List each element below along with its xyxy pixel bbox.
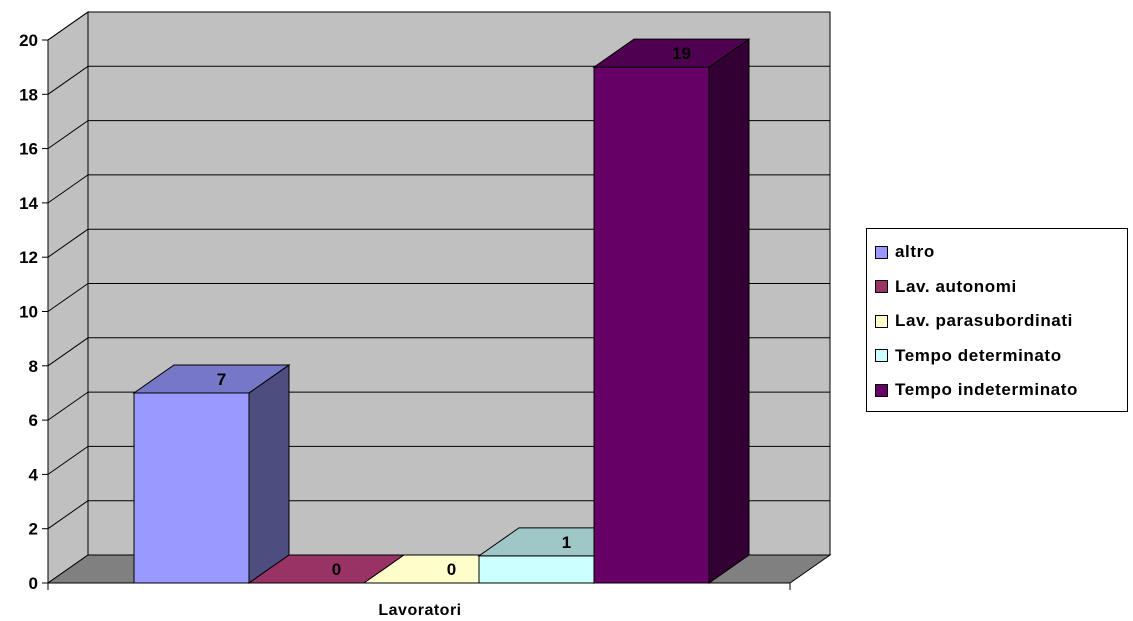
data-label: 19 bbox=[672, 44, 691, 63]
legend-label: altro bbox=[895, 242, 935, 262]
y-tick-label: 14 bbox=[19, 194, 38, 213]
bar-front bbox=[478, 555, 595, 584]
data-label: 0 bbox=[332, 560, 341, 579]
y-tick-label: 0 bbox=[29, 574, 38, 593]
gridline-side bbox=[47, 500, 89, 530]
gridline-side bbox=[47, 228, 89, 258]
bar-front bbox=[133, 392, 250, 584]
legend-swatch bbox=[875, 314, 888, 328]
legend-label: Lav. parasubordinati bbox=[895, 311, 1073, 331]
bar-side bbox=[708, 38, 750, 584]
legend-swatch bbox=[875, 383, 888, 397]
gridline-side bbox=[47, 174, 89, 204]
chart-data-labels: 7 0 0 1 19 bbox=[217, 44, 691, 579]
legend-item: Lav. autonomi bbox=[867, 270, 1127, 305]
legend-swatch bbox=[875, 280, 888, 294]
y-tick-label: 18 bbox=[19, 85, 38, 104]
gridline-side bbox=[47, 337, 89, 367]
legend-label: Tempo determinato bbox=[895, 345, 1062, 365]
gridline-side bbox=[47, 283, 89, 312]
y-tick-label: 2 bbox=[29, 520, 38, 539]
legend-swatch bbox=[875, 245, 888, 259]
y-tick-label: 12 bbox=[19, 248, 38, 267]
bar-altro bbox=[132, 363, 291, 584]
chart-legend: altro Lav. autonomi Lav. parasubordinati Te… bbox=[866, 228, 1128, 412]
bar-chart: 0 2 4 6 8 10 12 14 16 18 20 7 0 0 1 19 Lavoratori bbox=[19, 11, 832, 619]
y-tick-label: 20 bbox=[19, 31, 38, 50]
gridline-side bbox=[47, 391, 89, 421]
gridline-side bbox=[47, 11, 89, 41]
legend-label: Tempo indeterminato bbox=[895, 380, 1078, 400]
legend-label: Lav. autonomi bbox=[895, 276, 1017, 296]
chart-bars bbox=[132, 38, 751, 584]
y-tick-label: 4 bbox=[29, 465, 39, 484]
legend-item: Lav. parasubordinati bbox=[867, 304, 1127, 339]
bar-tempo-indeterminato bbox=[592, 38, 751, 584]
x-axis-label: Lavoratori bbox=[378, 602, 461, 619]
legend-item: Tempo indeterminato bbox=[867, 373, 1127, 408]
gridline-side bbox=[47, 120, 89, 150]
data-label: 7 bbox=[217, 370, 226, 389]
legend-swatch bbox=[875, 349, 888, 363]
legend-item: Tempo determinato bbox=[867, 339, 1127, 374]
gridline-side bbox=[47, 445, 89, 475]
legend-item: altro bbox=[867, 235, 1127, 270]
y-tick-label: 16 bbox=[19, 140, 38, 159]
data-label: 0 bbox=[447, 560, 456, 579]
y-tick-label: 8 bbox=[29, 357, 38, 376]
bar-front bbox=[593, 66, 710, 584]
data-label: 1 bbox=[562, 533, 571, 552]
y-tick-label: 6 bbox=[29, 411, 38, 430]
gridline-side bbox=[47, 65, 89, 95]
bar-top bbox=[592, 38, 751, 68]
y-tick-label: 10 bbox=[19, 303, 38, 322]
bar-side bbox=[248, 363, 290, 584]
bar-top bbox=[132, 364, 291, 394]
